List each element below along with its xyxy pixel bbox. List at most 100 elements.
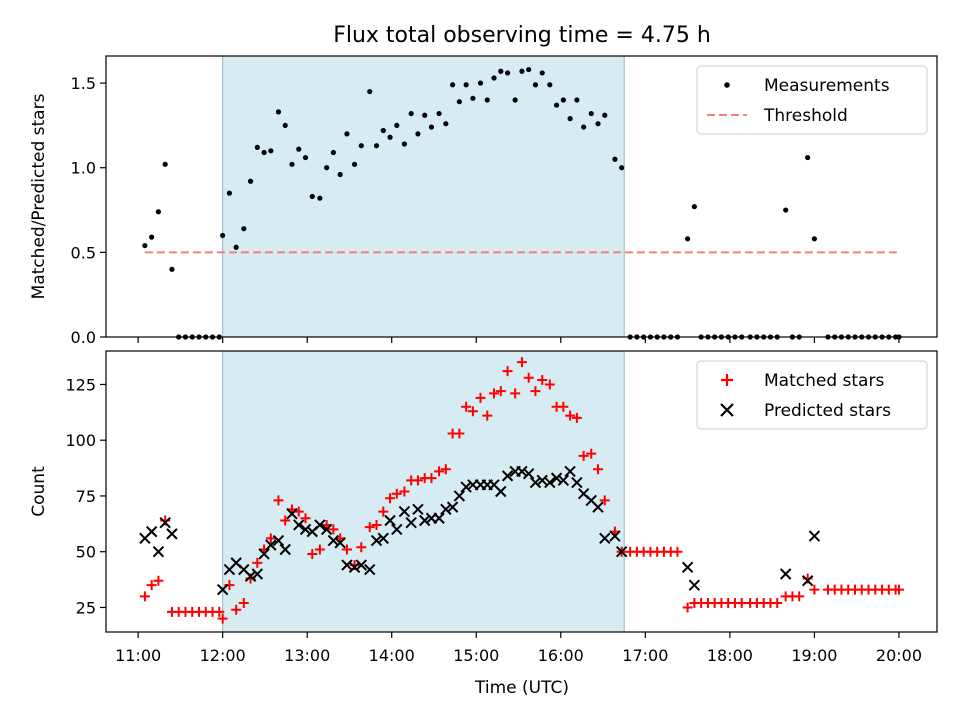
data-point bbox=[251, 568, 264, 580]
data-point bbox=[324, 165, 330, 171]
legend-marker bbox=[721, 374, 733, 386]
data-point bbox=[495, 485, 507, 498]
data-point bbox=[377, 532, 389, 545]
data-point bbox=[385, 493, 396, 504]
data-point bbox=[571, 476, 583, 489]
y-tick-label: 0.5 bbox=[71, 243, 96, 262]
legend-marker bbox=[724, 82, 730, 88]
data-point bbox=[522, 467, 535, 480]
data-point bbox=[320, 523, 333, 536]
data-point bbox=[233, 244, 239, 250]
data-point bbox=[440, 464, 451, 475]
data-point bbox=[244, 570, 257, 582]
data-point bbox=[588, 110, 594, 117]
data-point bbox=[571, 412, 582, 423]
data-point bbox=[586, 448, 597, 459]
data-point bbox=[146, 580, 157, 591]
data-point bbox=[599, 532, 611, 545]
data-point bbox=[282, 122, 288, 129]
data-point bbox=[501, 470, 514, 482]
data-point bbox=[344, 131, 350, 137]
data-point bbox=[772, 598, 783, 609]
data-point bbox=[367, 88, 373, 95]
data-point bbox=[265, 533, 276, 544]
x-tick-label: 15:00 bbox=[453, 646, 499, 665]
data-point bbox=[453, 490, 466, 502]
data-point bbox=[685, 236, 691, 242]
data-point bbox=[334, 537, 346, 549]
data-point bbox=[564, 465, 576, 478]
data-point bbox=[428, 124, 435, 130]
data-point bbox=[565, 410, 576, 421]
data-point bbox=[443, 121, 449, 127]
data-point bbox=[293, 519, 305, 531]
data-point bbox=[169, 266, 175, 272]
data-point bbox=[279, 543, 291, 556]
data-point bbox=[578, 450, 589, 461]
x-tick-label: 12:00 bbox=[200, 646, 246, 665]
data-point bbox=[434, 466, 445, 477]
data-point bbox=[808, 530, 821, 542]
data-point bbox=[801, 574, 814, 587]
data-point bbox=[482, 410, 493, 421]
data-point bbox=[370, 534, 383, 547]
data-point bbox=[736, 598, 747, 609]
data-point bbox=[217, 613, 228, 624]
data-point bbox=[532, 82, 539, 88]
data-point bbox=[612, 156, 618, 162]
data-point bbox=[145, 525, 158, 538]
data-point bbox=[155, 209, 162, 215]
data-point bbox=[688, 579, 701, 591]
data-point bbox=[286, 508, 298, 520]
data-point bbox=[159, 517, 171, 529]
data-point bbox=[314, 519, 326, 531]
data-point bbox=[247, 178, 254, 184]
data-point bbox=[307, 548, 318, 559]
data-point bbox=[238, 598, 249, 609]
data-point bbox=[567, 116, 573, 122]
data-point bbox=[328, 524, 339, 535]
data-point bbox=[456, 99, 462, 105]
x-tick-label: 16:00 bbox=[538, 646, 584, 665]
data-point bbox=[355, 559, 368, 571]
y-tick-label: 125 bbox=[65, 375, 96, 394]
data-point bbox=[433, 512, 445, 524]
data-point bbox=[526, 66, 532, 73]
data-point bbox=[317, 195, 323, 201]
data-point bbox=[681, 561, 694, 574]
data-point bbox=[530, 386, 541, 397]
data-point bbox=[364, 522, 375, 533]
x-tick-label: 20:00 bbox=[876, 646, 922, 665]
data-point bbox=[399, 486, 410, 497]
data-point bbox=[475, 392, 486, 403]
data-point bbox=[351, 161, 358, 167]
data-point bbox=[558, 401, 569, 412]
data-point bbox=[214, 606, 225, 617]
data-point bbox=[539, 70, 545, 76]
y-axis-label: Count bbox=[29, 466, 49, 517]
data-point bbox=[454, 428, 465, 439]
x-tick-label: 18:00 bbox=[707, 646, 753, 665]
data-point bbox=[258, 548, 270, 560]
y-tick-label: 1.0 bbox=[71, 159, 96, 178]
data-point bbox=[268, 148, 274, 154]
data-point bbox=[498, 68, 504, 74]
data-point bbox=[422, 112, 428, 118]
data-point bbox=[446, 501, 459, 513]
data-point bbox=[523, 372, 534, 383]
chart-title: Flux total observing time = 4.75 h bbox=[333, 23, 711, 48]
data-point bbox=[380, 127, 386, 134]
data-point bbox=[893, 584, 904, 595]
data-point bbox=[149, 234, 155, 240]
series-matched-stars bbox=[139, 357, 904, 624]
data-point bbox=[412, 475, 423, 486]
data-point bbox=[783, 207, 789, 213]
data-point bbox=[299, 523, 312, 536]
data-point bbox=[516, 357, 527, 368]
data-point bbox=[547, 82, 553, 88]
data-point bbox=[544, 379, 555, 390]
data-point bbox=[484, 97, 490, 103]
data-point bbox=[672, 546, 683, 557]
data-point bbox=[450, 82, 456, 88]
data-point bbox=[805, 154, 811, 161]
